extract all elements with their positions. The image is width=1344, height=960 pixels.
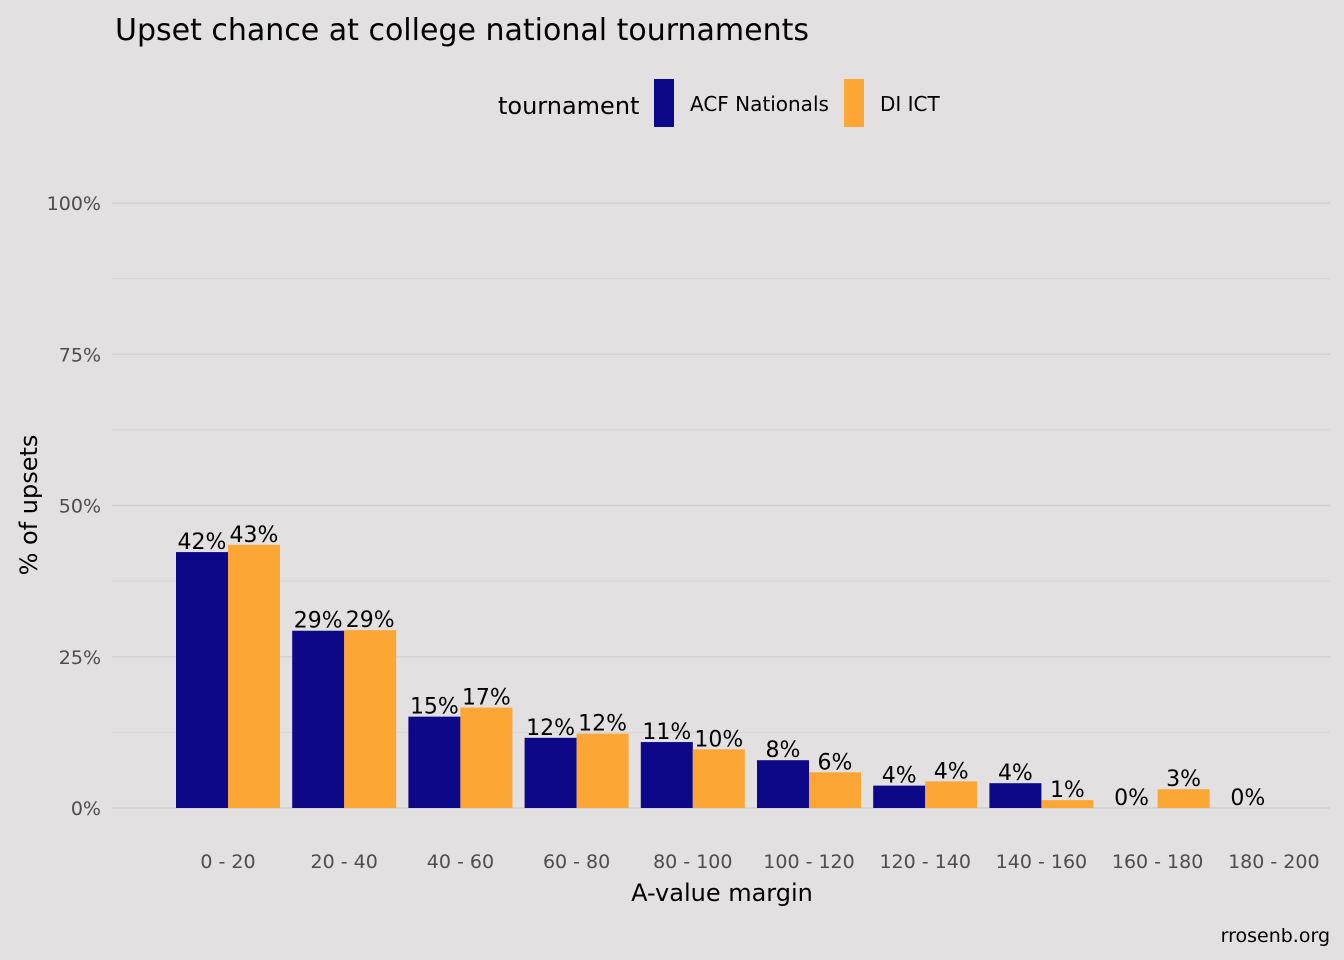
data-label: 4% <box>882 764 917 789</box>
x-tick-label: 40 - 60 <box>427 851 494 873</box>
bar-ict <box>228 544 280 808</box>
bar-acf <box>176 552 228 808</box>
data-label: 11% <box>642 720 691 745</box>
y-tick-label: 75% <box>59 344 101 366</box>
data-label: 12% <box>526 716 575 741</box>
x-tick-label: 180 - 200 <box>1228 851 1319 873</box>
bar-acf <box>873 785 926 808</box>
x-tick-label: 160 - 180 <box>1112 851 1203 873</box>
x-tick-label: 0 - 20 <box>200 851 255 873</box>
y-axis-title: % of upsets <box>15 435 43 576</box>
data-label: 3% <box>1166 767 1201 792</box>
legend-label-acf: ACF Nationals <box>690 92 829 116</box>
data-labels: 42% 43% 29% 29% 15% 17% 12% 12% 11% 10% 8% 6% 4% 4% 4%… <box>178 523 1266 811</box>
bar-acf <box>757 760 809 808</box>
data-label: 1% <box>1050 778 1085 803</box>
x-tick-label: 20 - 40 <box>311 851 378 873</box>
legend-title: tournament <box>498 92 639 120</box>
bar-acf <box>292 630 345 808</box>
data-label: 29% <box>294 609 343 634</box>
data-label: 0% <box>1114 786 1149 811</box>
bar-ict <box>925 781 978 808</box>
bar-ict <box>576 733 629 808</box>
caption: rrosenb.org <box>1221 925 1330 947</box>
bar-ict <box>344 630 397 808</box>
data-label: 4% <box>934 759 969 784</box>
bar-acf <box>640 742 693 808</box>
data-label: 17% <box>462 686 511 711</box>
bar-ict <box>692 749 745 808</box>
data-label: 12% <box>578 712 627 737</box>
data-label: 4% <box>998 761 1033 786</box>
y-tick-label: 25% <box>59 647 101 669</box>
y-axis-ticks: 0% 25% 50% 75% 100% <box>47 193 101 820</box>
x-tick-label: 120 - 140 <box>879 851 970 873</box>
legend: tournament ACF Nationals DI ICT <box>498 79 941 127</box>
x-axis-ticks: 0 - 20 20 - 40 40 - 60 60 - 80 80 - 100 100 -… <box>200 851 1319 873</box>
bar-ict <box>1041 800 1094 808</box>
legend-swatch-acf <box>654 79 674 127</box>
y-tick-label: 50% <box>59 496 101 518</box>
data-label: 15% <box>410 695 459 720</box>
y-tick-label: 100% <box>47 193 101 215</box>
data-label: 29% <box>346 608 395 633</box>
data-label: 43% <box>230 523 279 548</box>
data-label: 10% <box>694 727 743 752</box>
bars <box>176 544 1210 808</box>
x-axis-title: A-value margin <box>631 879 813 907</box>
x-tick-label: 60 - 80 <box>543 851 610 873</box>
bar-acf <box>989 783 1042 808</box>
data-label: 6% <box>818 750 853 775</box>
bar-ict <box>1157 789 1210 808</box>
data-label: 42% <box>178 530 227 555</box>
x-tick-label: 140 - 160 <box>996 851 1087 873</box>
legend-swatch-ict <box>844 79 864 127</box>
legend-label-ict: DI ICT <box>880 92 941 116</box>
x-tick-label: 80 - 100 <box>653 851 732 873</box>
bar-acf <box>524 737 577 808</box>
y-tick-label: 0% <box>71 798 101 820</box>
chart-title: Upset chance at college national tournam… <box>115 13 809 48</box>
x-tick-label: 100 - 120 <box>763 851 854 873</box>
data-label: 0% <box>1230 786 1265 811</box>
data-label: 8% <box>766 738 801 763</box>
bar-ict <box>460 707 513 808</box>
bar-ict <box>809 772 861 808</box>
bar-acf <box>408 716 461 808</box>
